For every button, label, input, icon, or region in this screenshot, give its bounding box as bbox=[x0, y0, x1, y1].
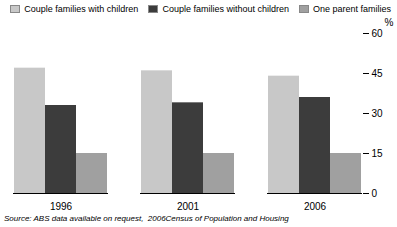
html-text:One parent families: One parent families bbox=[313, 4, 391, 14]
svg-text:45: 45 bbox=[372, 68, 384, 79]
html-text:Source: ABS data available on: Source: ABS data available on request, 2… bbox=[4, 214, 289, 223]
svg-text:2006: 2006 bbox=[304, 201, 327, 212]
svg-text:15: 15 bbox=[372, 148, 384, 159]
svg-text:1996: 1996 bbox=[50, 201, 73, 212]
svg-text:0: 0 bbox=[372, 188, 378, 199]
svg-text:60: 60 bbox=[372, 28, 384, 39]
html-text:Couple families without childr: Couple families without children bbox=[162, 4, 289, 14]
svg-text:30: 30 bbox=[372, 108, 384, 119]
svg-text:2001: 2001 bbox=[177, 201, 200, 212]
html-text:Couple families with children: Couple families with children bbox=[24, 4, 139, 14]
svg-text:%: % bbox=[385, 17, 394, 28]
